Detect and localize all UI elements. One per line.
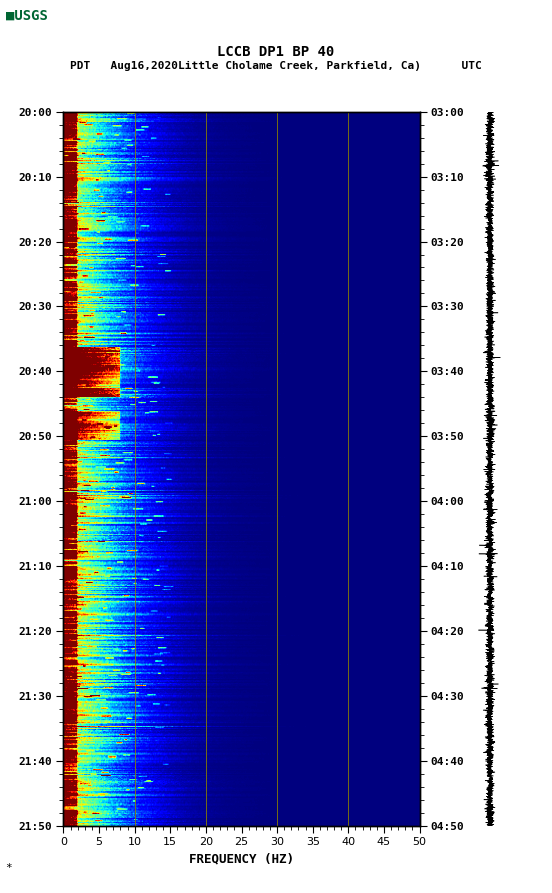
Text: PDT   Aug16,2020Little Cholame Creek, Parkfield, Ca)      UTC: PDT Aug16,2020Little Cholame Creek, Park… [70,61,482,71]
Text: LCCB DP1 BP 40: LCCB DP1 BP 40 [217,45,335,59]
Text: ■USGS: ■USGS [6,9,47,23]
Text: *: * [6,863,12,872]
X-axis label: FREQUENCY (HZ): FREQUENCY (HZ) [189,853,294,865]
